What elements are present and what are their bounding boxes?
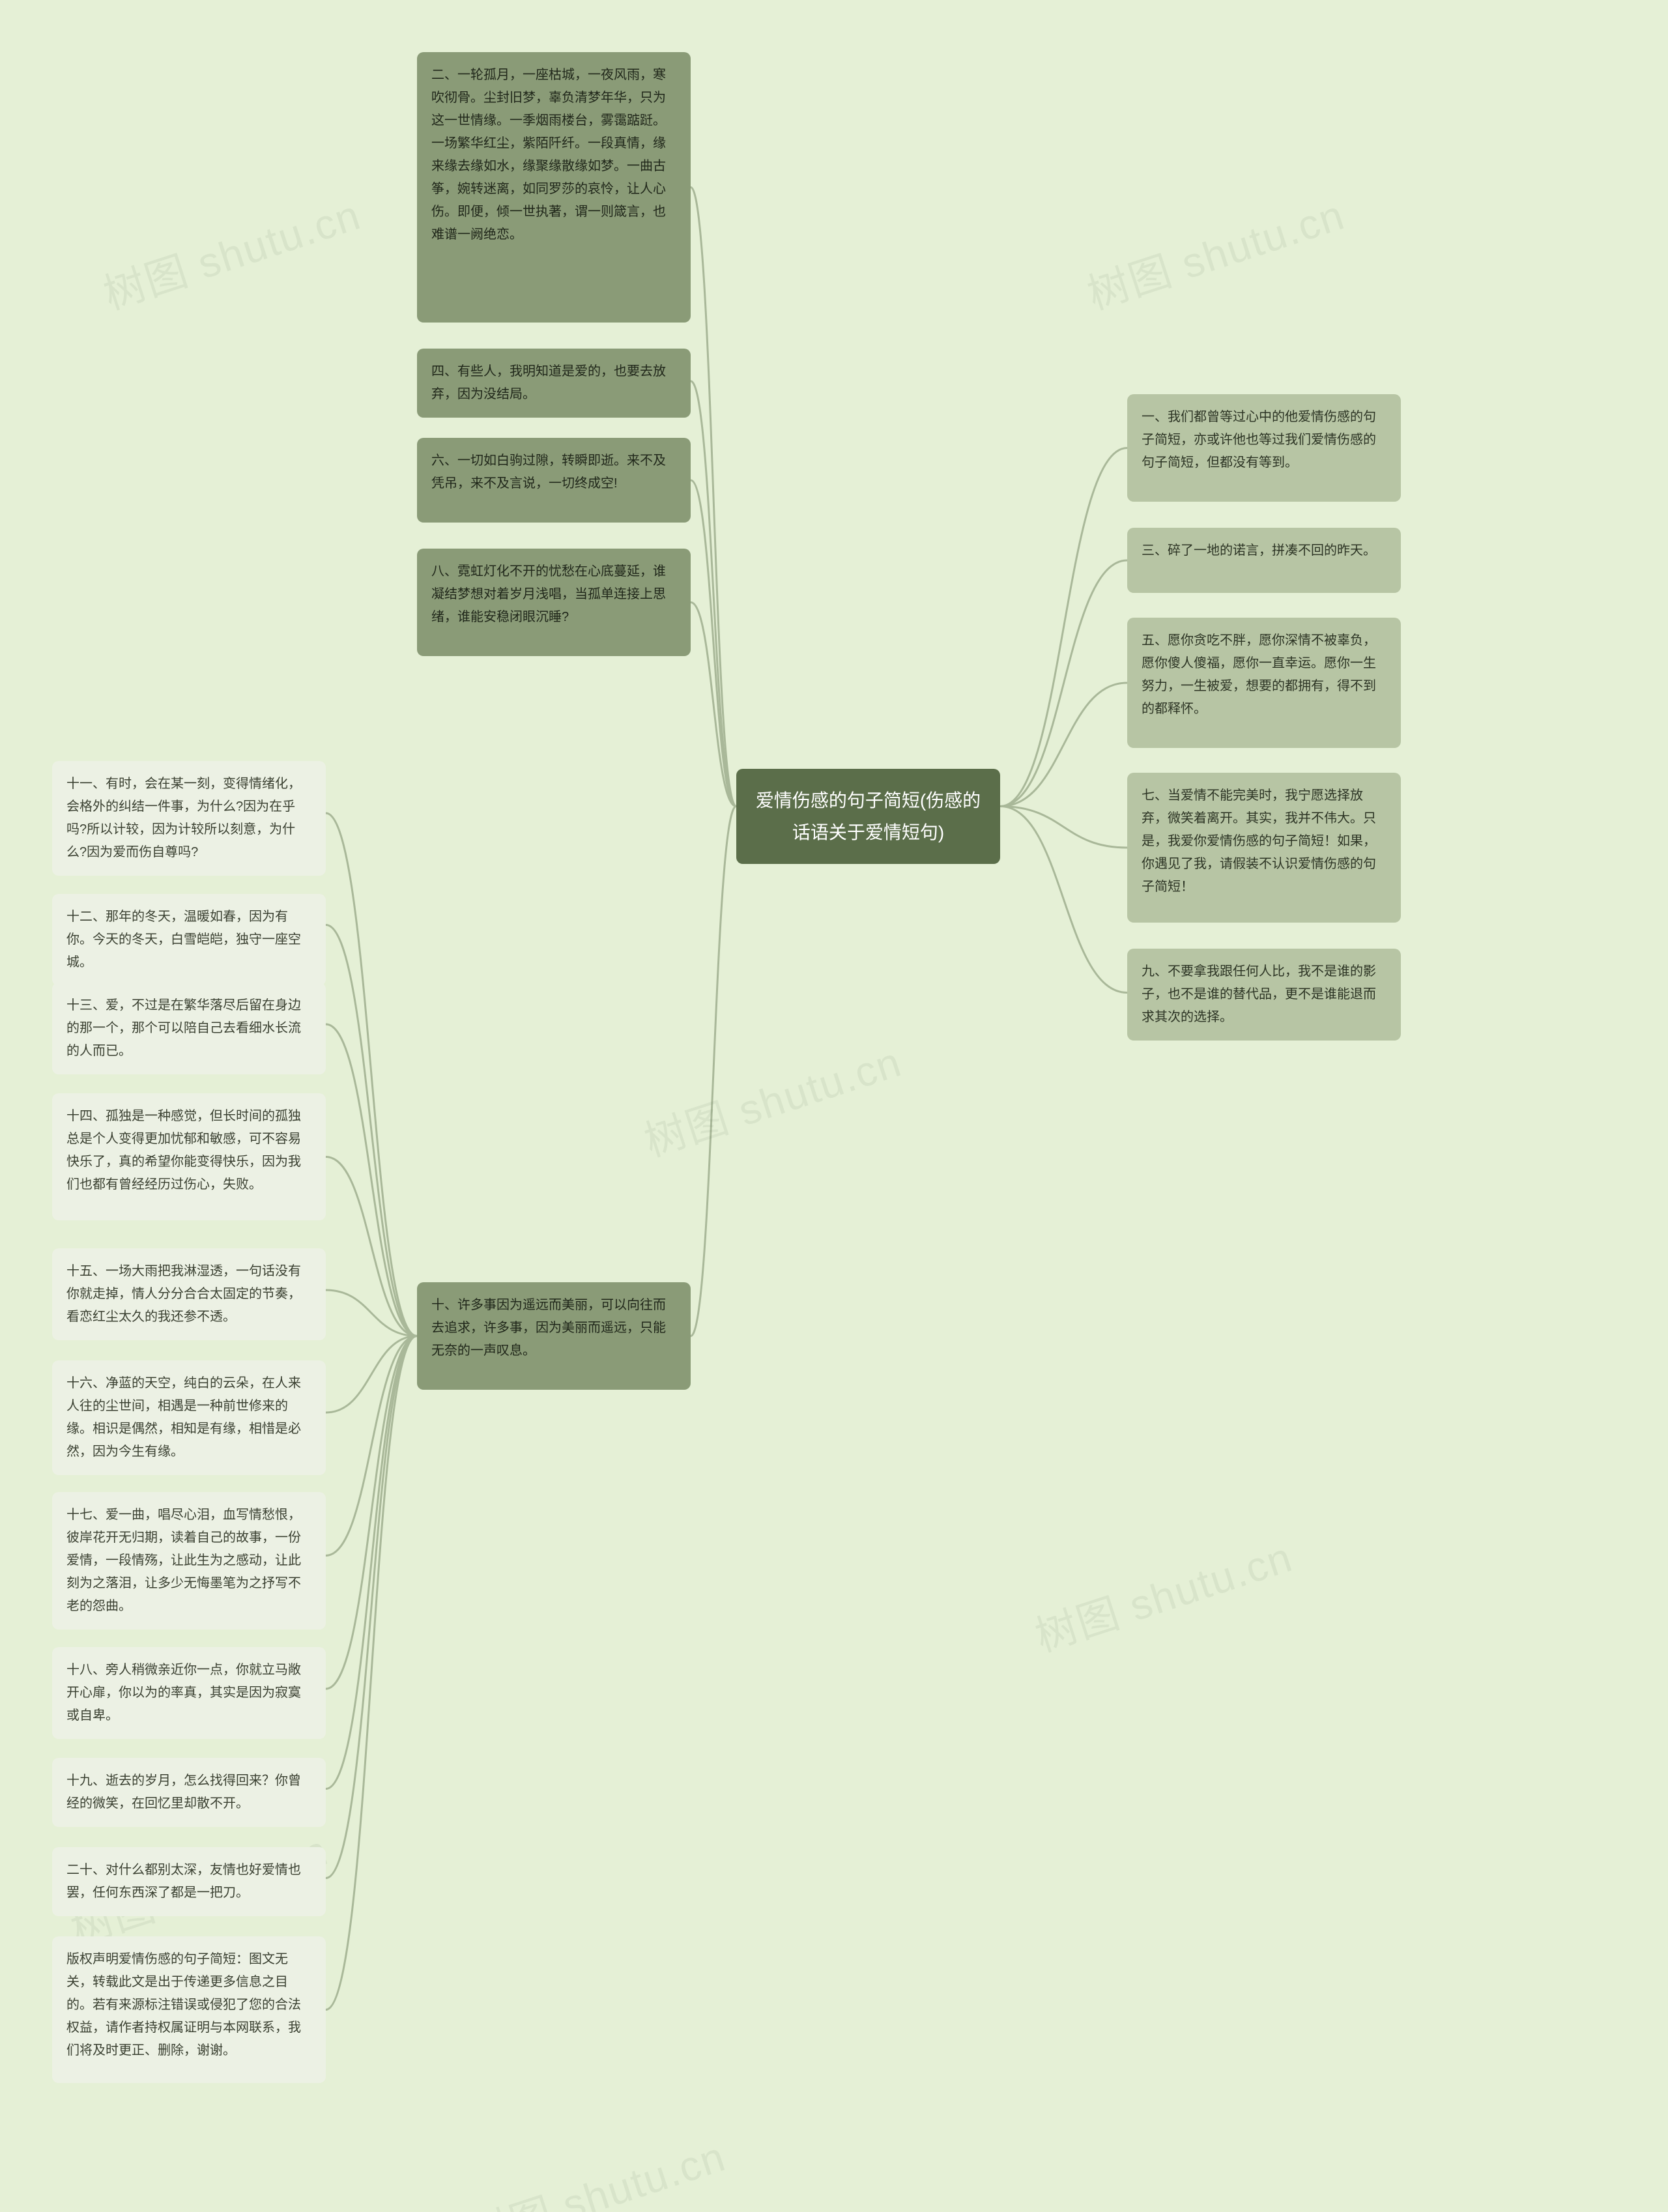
watermark: 树图 shutu.cn	[1079, 182, 1351, 321]
root-node: 爱情伤感的句子简短(伤感的话语关于爱情短句)	[736, 769, 1000, 864]
connector	[326, 1157, 417, 1336]
connector	[326, 1336, 417, 1689]
left-node-l4: 四、有些人，我明知道是爱的，也要去放弃，因为没结局。	[417, 349, 691, 418]
left-node-l2: 二、一轮孤月，一座枯城，一夜风雨，寒吹彻骨。尘封旧梦，辜负清梦年华，只为这一世情…	[417, 52, 691, 323]
left-sub-s16: 十六、净蓝的天空，纯白的云朵，在人来人往的尘世间，相遇是一种前世修来的缘。相识是…	[52, 1360, 326, 1475]
connector	[1000, 807, 1127, 848]
watermark: 树图 shutu.cn	[636, 1029, 908, 1168]
left-sub-s20: 二十、对什么都别太深，友情也好爱情也罢，任何东西深了都是一把刀。	[52, 1847, 326, 1916]
watermark: 树图 shutu.cn	[95, 182, 367, 321]
left-sub-s18: 十八、旁人稍微亲近你一点，你就立马敞开心扉，你以为的率真，其实是因为寂寞或自卑。	[52, 1647, 326, 1739]
left-sub-s17: 十七、爱一曲，唱尽心泪，血写情愁恨，彼岸花开无归期，读着自己的故事，一份爱情，一…	[52, 1492, 326, 1630]
left-node-l10: 十、许多事因为遥远而美丽，可以向往而去追求，许多事，因为美丽而遥远，只能无奈的一…	[417, 1282, 691, 1390]
connector	[691, 807, 736, 1336]
connector	[691, 381, 736, 807]
connector	[326, 1336, 417, 1789]
left-sub-s13: 十三、爱，不过是在繁华落尽后留在身边的那一个，那个可以陪自己去看细水长流的人而已…	[52, 983, 326, 1074]
left-sub-s11: 十一、有时，会在某一刻，变得情绪化，会格外的纠结一件事，为什么?因为在乎吗?所以…	[52, 761, 326, 876]
right-node-r5: 五、愿你贪吃不胖，愿你深情不被辜负，愿你傻人傻福，愿你一直幸运。愿你一生努力，一…	[1127, 618, 1401, 748]
connector	[326, 1336, 417, 1878]
connector	[326, 925, 417, 1336]
watermark: 树图 shutu.cn	[1027, 1524, 1299, 1663]
left-sub-s12: 十二、那年的冬天，温暖如春，因为有你。今天的冬天，白雪皑皑，独守一座空城。	[52, 894, 326, 986]
connector	[1000, 560, 1127, 807]
watermark: 树图 shutu.cn	[460, 2123, 732, 2212]
connector	[1000, 807, 1127, 993]
connector	[691, 480, 736, 807]
connector	[1000, 683, 1127, 807]
left-sub-scopy: 版权声明爱情伤感的句子简短：图文无关，转载此文是出于传递更多信息之目的。若有来源…	[52, 1936, 326, 2083]
connector	[1000, 448, 1127, 807]
right-node-r1: 一、我们都曾等过心中的他爱情伤感的句子简短，亦或许他也等过我们爱情伤感的句子简短…	[1127, 394, 1401, 502]
left-node-l6: 六、一切如白驹过隙，转瞬即逝。来不及凭吊，来不及言说，一切终成空!	[417, 438, 691, 523]
left-node-l8: 八、霓虹灯化不开的忧愁在心底蔓延，谁凝结梦想对着岁月浅唱，当孤单连接上思绪，谁能…	[417, 549, 691, 656]
right-node-r3: 三、碎了一地的诺言，拼凑不回的昨天。	[1127, 528, 1401, 593]
connector	[326, 1336, 417, 1556]
connector	[326, 1290, 417, 1336]
connector	[326, 813, 417, 1336]
connector	[691, 188, 736, 807]
right-node-r7: 七、当爱情不能完美时，我宁愿选择放弃，微笑着离开。其实，我并不伟大。只是，我爱你…	[1127, 773, 1401, 923]
mindmap-canvas: 树图 shutu.cn 树图 shutu.cn 树图 shutu.cn 树图 shut…	[0, 0, 1668, 2212]
connector	[691, 603, 736, 807]
left-sub-s15: 十五、一场大雨把我淋湿透，一句话没有你就走掉，情人分分合合太固定的节奏，看恋红尘…	[52, 1248, 326, 1340]
connector	[326, 1024, 417, 1336]
connector	[326, 1336, 417, 1413]
right-node-r9: 九、不要拿我跟任何人比，我不是谁的影子，也不是谁的替代品，更不是谁能退而求其次的…	[1127, 949, 1401, 1041]
connector	[326, 1336, 417, 2010]
left-sub-s19: 十九、逝去的岁月，怎么找得回来？你曾经的微笑，在回忆里却散不开。	[52, 1758, 326, 1827]
left-sub-s14: 十四、孤独是一种感觉，但长时间的孤独总是个人变得更加忧郁和敏感，可不容易快乐了，…	[52, 1093, 326, 1220]
